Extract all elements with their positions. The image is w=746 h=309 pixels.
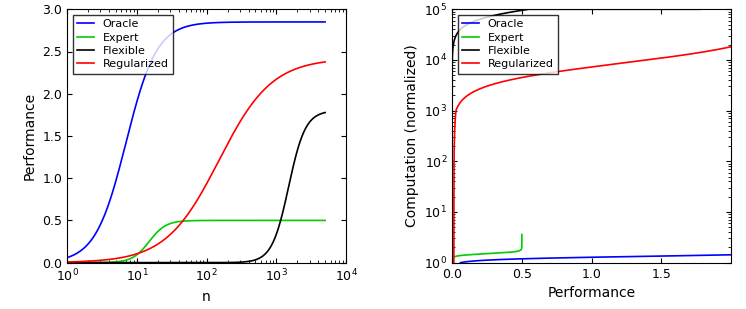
Legend: Oracle, Expert, Flexible, Regularized: Oracle, Expert, Flexible, Regularized	[457, 15, 558, 74]
Y-axis label: Computation (normalized): Computation (normalized)	[404, 44, 419, 227]
Y-axis label: Performance: Performance	[22, 92, 37, 180]
Legend: Oracle, Expert, Flexible, Regularized: Oracle, Expert, Flexible, Regularized	[72, 15, 173, 74]
X-axis label: Performance: Performance	[548, 286, 636, 300]
X-axis label: n: n	[202, 290, 211, 304]
